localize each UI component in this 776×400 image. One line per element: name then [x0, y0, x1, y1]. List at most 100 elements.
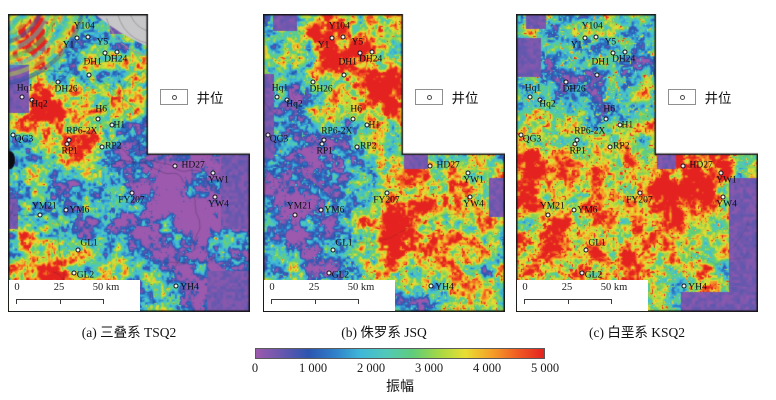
well-marker — [364, 122, 370, 128]
panel-b-caption: (b) 侏罗系 JSQ — [341, 325, 427, 340]
well-label: YW4 — [463, 198, 484, 209]
well-label: H1 — [113, 120, 126, 130]
well-label: Y1 — [317, 40, 330, 51]
well-label: YW1 — [716, 175, 737, 186]
well-marker — [563, 79, 569, 85]
well-label: H6 — [350, 104, 362, 115]
well-label: QG3 — [269, 134, 289, 145]
well-legend-label: 井位 — [196, 91, 224, 106]
scale-bar-line — [16, 299, 104, 304]
well-marker — [350, 116, 356, 122]
well-label: FY207 — [626, 194, 653, 205]
well-label: H1 — [621, 120, 634, 130]
panel-b: Y104 Y1 Y5 DH1 DH24 Hq1 DH26 Hq2 H6 H1 RP6-2X QG3 RP… — [263, 14, 505, 312]
scale-tick-50km: 50 km — [347, 282, 375, 293]
well-marker — [71, 270, 77, 276]
well-legend-b: 井位 — [415, 87, 478, 107]
colorbar-label: 振幅 — [386, 380, 414, 395]
well-label: Hq1 — [16, 83, 34, 94]
well-symbol-box — [668, 89, 697, 105]
well-label: HD27 — [436, 159, 460, 170]
well-label: Y5 — [351, 36, 364, 47]
well-label: RP1 — [61, 146, 78, 157]
well-marker — [326, 270, 332, 276]
well-marker — [85, 34, 91, 40]
well-label: Y104 — [73, 20, 95, 31]
well-label: RP6-2X — [321, 126, 353, 137]
scale-tick-0: 0 — [522, 282, 528, 293]
well-label: YH4 — [435, 282, 454, 293]
amplitude-heatmap-b — [263, 14, 505, 312]
colorbar-tick: 4 000 — [472, 361, 502, 375]
well-marker — [680, 163, 686, 169]
well-marker — [172, 163, 178, 169]
well-label: DH26 — [309, 83, 333, 94]
well-symbol-box — [160, 89, 189, 105]
well-legend-label: 井位 — [704, 91, 732, 106]
well-marker — [102, 50, 108, 56]
well-marker — [617, 122, 623, 128]
well-marker — [114, 49, 120, 55]
scale-bar-labels: 0 25 50 km — [517, 282, 648, 295]
well-label: H6 — [603, 104, 615, 115]
well-marker — [310, 79, 316, 85]
scale-bar-labels: 0 25 50 km — [264, 282, 395, 295]
map-area-c: Y104 Y1 Y5 DH1 DH24 Hq1 DH26 Hq2 H6 H1 RP6-2X QG3 RP… — [516, 14, 758, 312]
amplitude-heatmap-c — [516, 14, 758, 312]
well-legend-a: 井位 — [160, 87, 223, 107]
well-label: Hq2 — [31, 99, 48, 110]
well-label: QG3 — [522, 134, 542, 145]
well-marker — [75, 247, 81, 253]
well-marker — [341, 72, 347, 78]
well-label: GL1 — [588, 238, 606, 249]
well-label: RP1 — [316, 146, 333, 157]
well-label: YM21 — [31, 201, 57, 212]
colorbar-ticks: 0 1 000 2 000 3 000 4 000 5 000 — [252, 359, 559, 375]
well-marker — [330, 247, 336, 253]
well-label: RP6-2X — [66, 126, 98, 137]
well-label: RP2 — [613, 141, 630, 152]
well-label: RP6-2X — [574, 126, 606, 137]
well-label: Y104 — [581, 20, 603, 31]
well-label: YH4 — [180, 282, 199, 293]
well-label: RP2 — [360, 141, 377, 152]
well-label: GL2 — [584, 270, 603, 281]
well-label: RP2 — [105, 141, 122, 152]
well-marker — [583, 247, 589, 253]
scale-bar-line — [524, 299, 612, 304]
scale-bar-b: 0 25 50 km — [264, 280, 395, 311]
well-label: H6 — [95, 104, 107, 115]
well-label: YM21 — [286, 201, 312, 212]
well-marker — [340, 34, 346, 40]
well-marker — [579, 270, 585, 276]
well-marker — [467, 194, 473, 200]
well-label: Hq1 — [271, 83, 289, 94]
panel-c: Y104 Y1 Y5 DH1 DH24 Hq1 DH26 Hq2 H6 H1 RP6-2X QG3 RP… — [516, 14, 758, 312]
well-label: YM6 — [324, 205, 345, 216]
well-marker — [384, 190, 390, 196]
well-marker-icon — [426, 94, 432, 100]
colorbar-tick: 5 000 — [530, 361, 560, 375]
well-marker — [86, 72, 92, 78]
well-marker — [274, 94, 280, 100]
well-marker-icon — [171, 94, 177, 100]
panel-a-caption: (a) 三叠系 TSQ2 — [81, 325, 177, 340]
well-label: YW1 — [463, 175, 484, 186]
colorbar: 0 1 000 2 000 3 000 4 000 5 000 振幅 — [252, 348, 559, 396]
well-marker — [465, 170, 471, 176]
well-marker — [681, 283, 687, 289]
well-marker — [518, 132, 524, 138]
well-label: YW4 — [716, 198, 737, 209]
well-marker — [55, 79, 61, 85]
well-marker — [354, 144, 360, 150]
well-marker — [210, 170, 216, 176]
well-label: DH26 — [54, 83, 78, 94]
well-marker — [265, 132, 271, 138]
well-marker — [10, 132, 16, 138]
scale-tick-50km: 50 km — [600, 282, 628, 293]
scale-bar-line — [271, 299, 359, 304]
well-marker — [571, 207, 577, 213]
well-marker — [318, 207, 324, 213]
well-marker — [718, 170, 724, 176]
well-label: DH24 — [612, 54, 636, 65]
